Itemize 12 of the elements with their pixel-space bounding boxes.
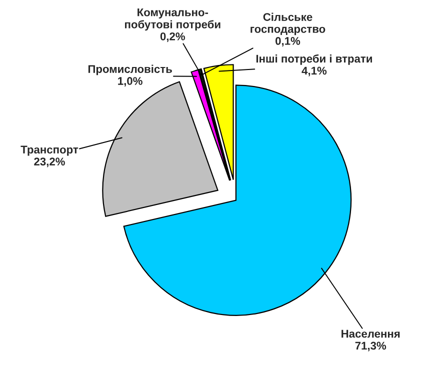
slice-label: Комунально- побутові потреби <box>125 8 220 31</box>
data-label: 0,1% <box>276 37 300 46</box>
data-label: 71,3% <box>355 342 386 352</box>
slice-label: Транспорт <box>20 146 78 156</box>
slice-label: Інші потреби і втрати <box>256 54 372 65</box>
slice-label: Населення <box>342 330 400 338</box>
slice-label: Промисловість <box>88 64 172 76</box>
data-label: 1,0% <box>118 77 142 87</box>
slice-label: Сільське господарство <box>250 12 326 36</box>
data-label: 0,2% <box>160 32 186 42</box>
data-label: 4,1% <box>302 66 327 76</box>
data-label: 23,2% <box>34 158 65 168</box>
